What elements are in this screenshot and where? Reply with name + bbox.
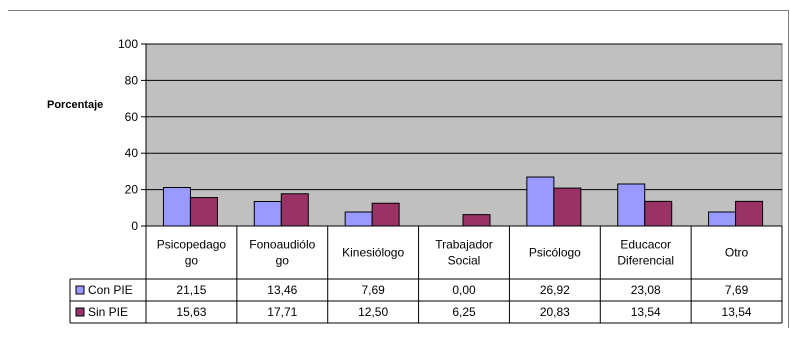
table-cell: 23,08 [631,283,661,297]
y-tick-label: 0 [131,219,138,233]
category-label: Fonoaudiólo [249,238,315,252]
y-tick-label: 20 [125,183,139,197]
table-cell: 7,69 [361,283,385,297]
category-label: Educacor [620,238,671,252]
legend-label: Con PIE [88,283,133,297]
y-tick-label: 100 [118,37,138,51]
bar-sin-pie [280,193,309,227]
category-label: Otro [725,246,749,260]
category-label: go [276,254,290,268]
bar-sin-pie [371,202,400,227]
bar-sin-pie [462,214,491,227]
category-label: Diferencial [617,254,674,268]
category-label: Kinesiólogo [342,246,404,260]
bars [162,176,764,227]
category-label: go [185,254,199,268]
legend-label: Sin PIE [88,305,128,319]
bar-sin-pie [644,200,673,227]
y-tick-label: 60 [125,110,139,124]
y-axis-label: Porcentaje [47,99,103,111]
bar-sin-pie [735,200,764,227]
table-cell: 20,83 [540,305,570,319]
data-table: Psicopedago go Fonoaudiólo go Kinesiólogo Tra… [69,225,783,324]
bar-con-pie [708,211,737,227]
table-cell: 7,69 [725,283,749,297]
category-label: Trabajador [435,238,493,252]
table-cell: 15,63 [176,305,206,319]
table-cell: 6,25 [452,305,476,319]
legend-swatch [75,285,85,295]
bar-con-pie [253,201,282,227]
table-cell: 26,92 [540,283,570,297]
y-tick-label: 80 [125,73,139,87]
bar-con-pie [344,211,373,227]
table-cell: 21,15 [176,283,206,297]
table-cell: 13,54 [631,305,661,319]
legend-swatch [75,307,85,317]
plot-area [145,43,783,227]
category-label: Psicólogo [529,246,581,260]
y-tick-label: 40 [125,146,139,160]
y-axis: 0 20 40 60 80 100 [118,37,147,233]
bar-sin-pie [553,187,582,227]
table-cell: 13,46 [267,283,297,297]
bar-con-pie [162,187,191,227]
bar-sin-pie [189,197,218,227]
chart-frame [8,10,789,328]
bar-con-pie [526,176,555,227]
table-cell: 13,54 [722,305,752,319]
table-cell: 0,00 [452,283,476,297]
table-cell: 12,50 [358,305,388,319]
category-label: Social [448,254,481,268]
table-cell: 17,71 [267,305,297,319]
bar-con-pie [617,183,646,227]
category-label: Psicopedago [157,238,227,252]
